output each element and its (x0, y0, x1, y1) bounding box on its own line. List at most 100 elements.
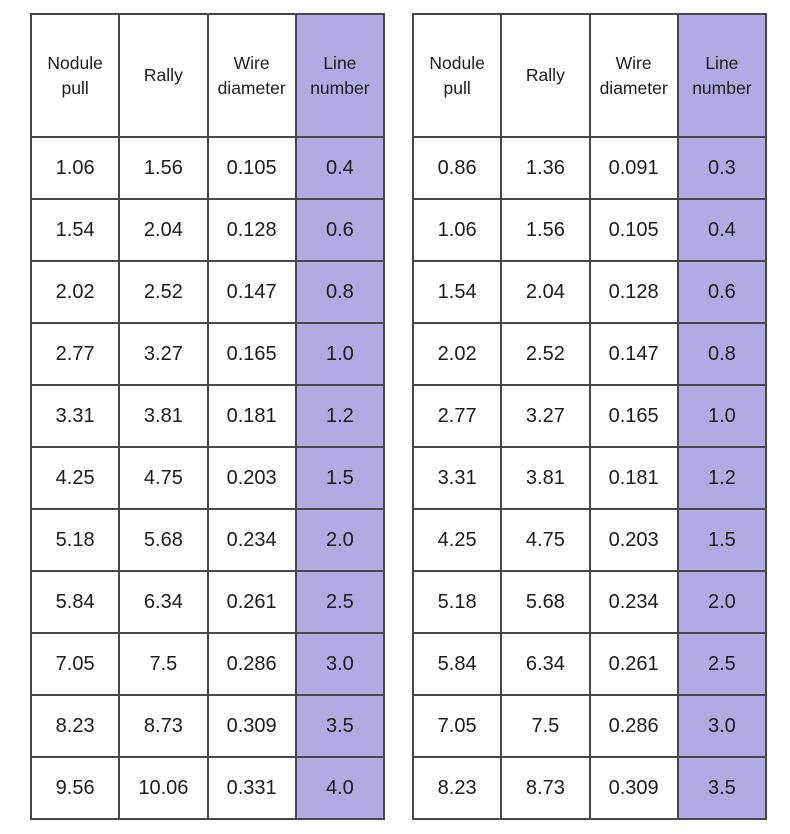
data-cell: 3.81 (118, 384, 209, 448)
data-cell: 1.5 (676, 508, 768, 572)
header-row: Nodule pull Rally Wire diameter Line number (411, 13, 768, 138)
data-cell: 0.128 (588, 260, 679, 324)
data-cell: 2.04 (500, 260, 591, 324)
data-cell: 2.0 (294, 508, 386, 572)
data-cell: 2.77 (29, 322, 121, 386)
data-cell: 5.84 (411, 632, 503, 696)
data-cell: 3.5 (676, 756, 768, 820)
table-row: 2.77 3.27 0.165 1.0 (411, 384, 768, 448)
data-cell: 1.54 (29, 198, 121, 262)
data-cell: 7.05 (29, 632, 121, 696)
data-cell: 0.3 (676, 136, 768, 200)
data-cell: 2.02 (29, 260, 121, 324)
data-cell: 0.8 (294, 260, 386, 324)
data-cell: 0.181 (588, 446, 679, 510)
data-cell: 0.309 (588, 756, 679, 820)
data-cell: 3.27 (500, 384, 591, 448)
data-cell: 1.36 (500, 136, 591, 200)
table-row: 9.56 10.06 0.331 4.0 (29, 756, 386, 820)
table-body: 0.86 1.36 0.091 0.3 1.06 1.56 0.105 0.4 1.54 2.04… (411, 136, 768, 820)
data-cell: 0.147 (588, 322, 679, 386)
data-cell: 0.181 (206, 384, 297, 448)
table-row: 7.05 7.5 0.286 3.0 (29, 632, 386, 696)
data-cell: 3.27 (118, 322, 209, 386)
data-cell: 0.091 (588, 136, 679, 200)
table-row: 3.31 3.81 0.181 1.2 (411, 446, 768, 510)
data-cell: 0.6 (294, 198, 386, 262)
data-cell: 1.0 (676, 384, 768, 448)
data-cell: 1.2 (294, 384, 386, 448)
header-cell: Nodule pull (29, 13, 121, 138)
data-cell: 0.286 (206, 632, 297, 696)
header-cell: Rally (118, 13, 209, 138)
data-cell: 6.34 (500, 632, 591, 696)
data-cell: 0.203 (588, 508, 679, 572)
data-cell: 0.4 (676, 198, 768, 262)
data-cell: 3.5 (294, 694, 386, 758)
spec-tables-container: Nodule pull Rally Wire diameter Line number… (29, 13, 768, 820)
table-header-row-group: Nodule pull Rally Wire diameter Line number (411, 13, 768, 138)
data-cell: 10.06 (118, 756, 209, 820)
data-cell: 7.5 (500, 694, 591, 758)
data-cell: 1.06 (29, 136, 121, 200)
data-cell: 5.68 (500, 570, 591, 634)
table-row: 1.54 2.04 0.128 0.6 (411, 260, 768, 324)
data-cell: 0.261 (206, 570, 297, 634)
data-cell: 1.06 (411, 198, 503, 262)
data-cell: 1.2 (676, 446, 768, 510)
data-cell: 0.165 (588, 384, 679, 448)
data-cell: 2.5 (294, 570, 386, 634)
spec-table-right: Nodule pull Rally Wire diameter Line number… (411, 13, 768, 820)
table-row: 1.54 2.04 0.128 0.6 (29, 198, 386, 262)
header-cell: Rally (500, 13, 591, 138)
data-cell: 9.56 (29, 756, 121, 820)
table-header-row-group: Nodule pull Rally Wire diameter Line number (29, 13, 386, 138)
data-cell: 0.4 (294, 136, 386, 200)
table-row: 5.84 6.34 0.261 2.5 (29, 570, 386, 634)
header-cell: Wire diameter (206, 13, 297, 138)
data-cell: 4.25 (29, 446, 121, 510)
data-cell: 5.68 (118, 508, 209, 572)
table-body: 1.06 1.56 0.105 0.4 1.54 2.04 0.128 0.6 2.02 2.52… (29, 136, 386, 820)
table-row: 2.77 3.27 0.165 1.0 (29, 322, 386, 386)
data-cell: 3.81 (500, 446, 591, 510)
data-cell: 5.18 (411, 570, 503, 634)
data-cell: 2.0 (676, 570, 768, 634)
data-cell: 0.165 (206, 322, 297, 386)
data-cell: 0.105 (588, 198, 679, 262)
data-cell: 1.56 (500, 198, 591, 262)
data-cell: 6.34 (118, 570, 209, 634)
table-row: 1.06 1.56 0.105 0.4 (411, 198, 768, 262)
data-cell: 1.56 (118, 136, 209, 200)
table-row: 0.86 1.36 0.091 0.3 (411, 136, 768, 200)
data-cell: 1.54 (411, 260, 503, 324)
data-cell: 4.25 (411, 508, 503, 572)
data-cell: 5.18 (29, 508, 121, 572)
data-cell: 8.73 (500, 756, 591, 820)
data-cell: 0.86 (411, 136, 503, 200)
data-cell: 0.6 (676, 260, 768, 324)
table-row: 2.02 2.52 0.147 0.8 (29, 260, 386, 324)
data-cell: 0.147 (206, 260, 297, 324)
data-cell: 3.0 (676, 694, 768, 758)
table-row: 8.23 8.73 0.309 3.5 (29, 694, 386, 758)
data-cell: 4.75 (118, 446, 209, 510)
data-cell: 8.73 (118, 694, 209, 758)
header-row: Nodule pull Rally Wire diameter Line number (29, 13, 386, 138)
data-cell: 2.04 (118, 198, 209, 262)
data-cell: 7.05 (411, 694, 503, 758)
data-cell: 3.31 (29, 384, 121, 448)
data-cell: 2.02 (411, 322, 503, 386)
table-row: 4.25 4.75 0.203 1.5 (29, 446, 386, 510)
table-row: 7.05 7.5 0.286 3.0 (411, 694, 768, 758)
data-cell: 0.286 (588, 694, 679, 758)
spec-table-left: Nodule pull Rally Wire diameter Line number… (29, 13, 386, 820)
data-cell: 1.5 (294, 446, 386, 510)
data-cell: 0.105 (206, 136, 297, 200)
data-cell: 0.261 (588, 632, 679, 696)
data-cell: 2.77 (411, 384, 503, 448)
table-row: 5.84 6.34 0.261 2.5 (411, 632, 768, 696)
header-cell: Line number (676, 13, 768, 138)
table-row: 3.31 3.81 0.181 1.2 (29, 384, 386, 448)
data-cell: 8.23 (411, 756, 503, 820)
